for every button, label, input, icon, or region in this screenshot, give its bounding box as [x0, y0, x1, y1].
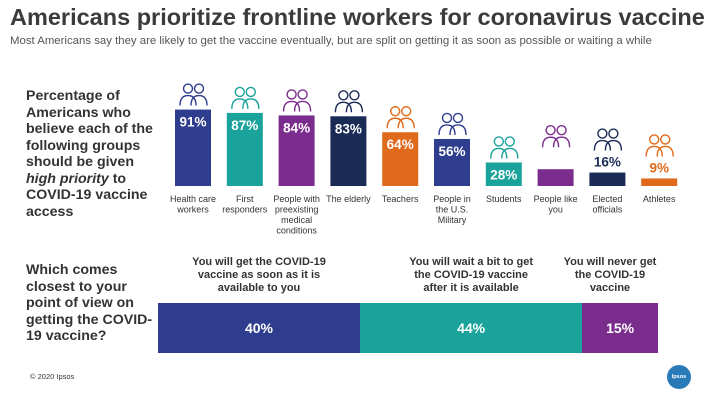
bar-value-label-2: 84%	[283, 120, 310, 135]
bar-1	[226, 112, 263, 186]
stack-header-2: You will never get the COVID-19 vaccine	[563, 256, 657, 294]
elderly-couple-icon	[334, 90, 364, 113]
category-label-9: Athletes	[643, 194, 676, 204]
ambulance-icon	[231, 86, 260, 109]
stack-segment-label-1: 44%	[457, 320, 486, 336]
medicine-icon	[282, 89, 312, 112]
bar-5	[434, 138, 470, 186]
vaccine-intent-stacked-bar: 40% 44% 15%	[158, 303, 658, 353]
teacher-icon	[386, 106, 415, 129]
bar-value-label-4: 64%	[387, 137, 414, 152]
graduate-icon	[490, 136, 519, 159]
ipsos-logo-text: Ipsos	[671, 374, 687, 380]
question-priority: Percentage of Americans who believe each…	[26, 88, 161, 220]
category-label-6: Students	[486, 194, 522, 204]
bar-value-label-9: 9%	[649, 160, 669, 175]
question-priority-text-end: to COVID-19 vaccine access	[26, 170, 148, 220]
bar-value-label-8: 16%	[594, 155, 621, 170]
military-icon	[438, 112, 467, 135]
bar-9	[641, 178, 678, 186]
stack-segment-label-0: 40%	[244, 320, 274, 336]
bar-value-label-6: 28%	[490, 167, 517, 182]
category-label-8: Elected officials	[592, 194, 622, 215]
bar-2	[278, 115, 315, 186]
bar-value-label-0: 91%	[179, 115, 206, 130]
question-priority-emphasis: high priority	[26, 170, 109, 187]
bar-value-label-3: 83%	[335, 121, 362, 136]
person-icon	[541, 124, 571, 148]
bar-4	[382, 132, 419, 186]
bar-0	[175, 109, 211, 186]
sports-balls-icon	[645, 134, 674, 157]
category-label-5: People in the U.S. Military	[433, 194, 471, 225]
politicians-icon	[593, 128, 623, 151]
bar-3	[330, 116, 367, 186]
category-label-2: People with preexisting medical conditions	[273, 194, 320, 236]
bar-6	[485, 162, 522, 186]
stack-segment-1: 44%	[360, 303, 583, 353]
copyright: © 2020 Ipsos	[30, 372, 75, 381]
category-label-3: The elderly	[326, 194, 371, 204]
bar-value-label-7: 20%	[542, 151, 569, 166]
bar-value-label-5: 56%	[438, 144, 465, 159]
category-label-1: First responders	[222, 194, 268, 215]
category-label-4: Teachers	[382, 194, 419, 204]
category-label-7: People like you	[534, 194, 578, 215]
stack-segment-2: 15%	[582, 303, 658, 353]
question-vaccine-intent: Which comes closest to your point of vie…	[26, 262, 153, 344]
stack-segment-label-2: 15%	[606, 320, 635, 336]
stack-header-0: You will get the COVID-19 vaccine as soon…	[192, 256, 326, 294]
chart-title: Americans prioritize frontline workers f…	[10, 4, 705, 30]
stack-segment-0: 40%	[158, 303, 361, 353]
stack-header-1: You will wait a bit to get the COVID-19 v…	[409, 256, 534, 294]
bar-7	[537, 169, 574, 186]
bar-value-label-1: 87%	[231, 118, 258, 133]
healthcare-workers-icon	[179, 83, 208, 106]
bar-8	[589, 172, 626, 186]
ipsos-logo: Ipsos	[667, 365, 691, 389]
chart-subtitle: Most Americans say they are likely to ge…	[10, 35, 652, 47]
question-priority-text: Percentage of Americans who believe each…	[26, 88, 153, 170]
category-label-0: Health care workers	[170, 194, 216, 215]
